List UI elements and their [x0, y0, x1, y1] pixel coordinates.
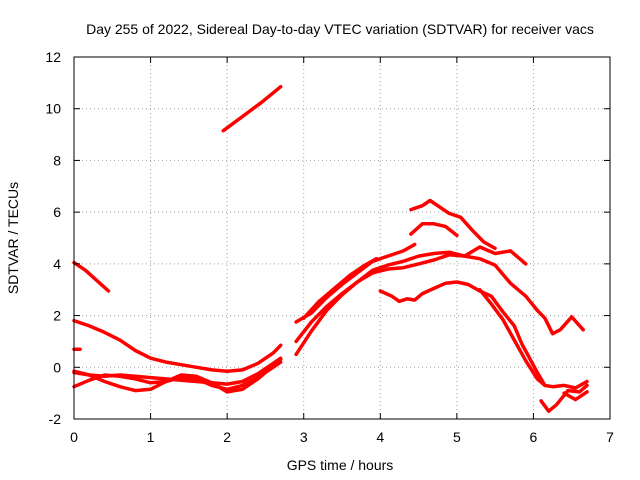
x-tick-label: 5 [453, 429, 461, 445]
series-track-n [478, 287, 547, 388]
y-axis-label: SDTVAR / TECUs [5, 182, 21, 294]
x-tick-label: 4 [376, 429, 384, 445]
series-track-k [409, 198, 497, 251]
y-tick-label: 6 [53, 204, 61, 220]
x-axis-label: GPS time / hours [287, 457, 394, 473]
series-track-i [294, 250, 585, 357]
series-track-c [72, 318, 283, 373]
series-track-f [72, 357, 283, 394]
x-tick-labels: 0 1 2 3 4 5 6 7 [70, 429, 614, 445]
series-track-e [72, 360, 283, 392]
x-tick-label: 7 [606, 429, 614, 445]
y-tick-labels: -2 0 2 4 6 8 10 12 [45, 49, 61, 427]
series-track-p [562, 390, 589, 402]
x-tick-label: 1 [147, 429, 155, 445]
series-track-j [301, 256, 379, 320]
plot-frame [73, 56, 611, 420]
series-track-l [409, 222, 459, 238]
y-tick-label: 12 [45, 49, 61, 65]
y-tick-label: 8 [53, 152, 61, 168]
series-track-b [221, 84, 283, 133]
y-tick-label: -2 [49, 411, 62, 427]
grid [74, 57, 610, 419]
series-track-a [72, 260, 111, 293]
series-track-g [294, 242, 417, 324]
axis-ticks [73, 56, 611, 420]
series-group [72, 84, 589, 413]
series-track-h [294, 245, 528, 344]
y-tick-label: 4 [53, 256, 61, 272]
y-tick-label: 2 [53, 308, 61, 324]
y-tick-label: 0 [53, 359, 61, 375]
x-tick-label: 6 [530, 429, 538, 445]
series-track-o [539, 383, 589, 413]
y-tick-label: 10 [45, 101, 61, 117]
series-track-m [378, 280, 589, 390]
x-tick-label: 3 [300, 429, 308, 445]
chart-title: Day 255 of 2022, Sidereal Day-to-day VTE… [86, 21, 594, 37]
x-tick-label: 0 [70, 429, 78, 445]
x-tick-label: 2 [223, 429, 231, 445]
